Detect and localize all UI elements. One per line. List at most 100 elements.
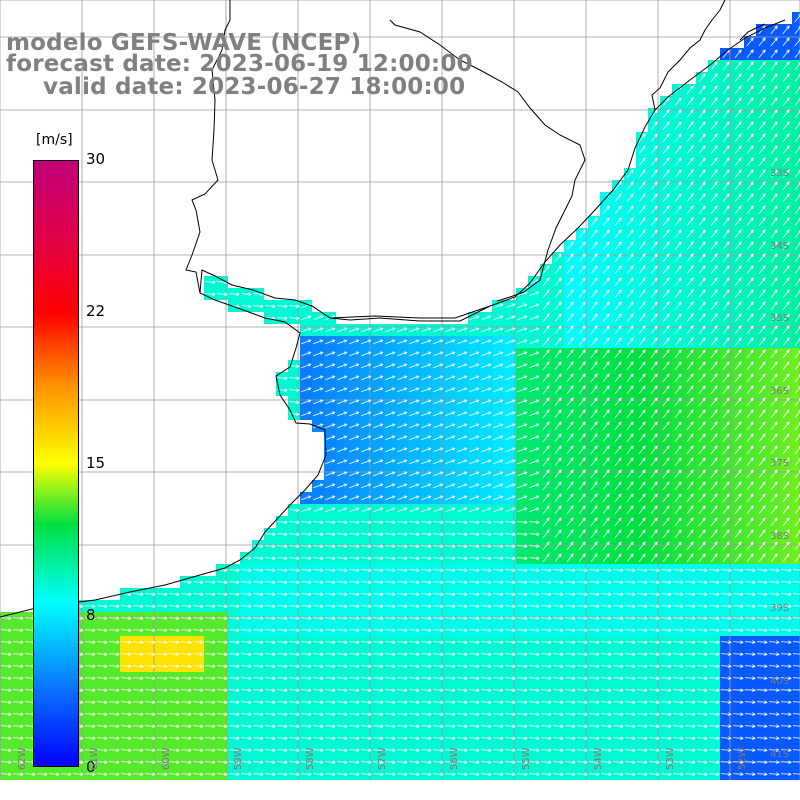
wind-arrow	[770, 241, 778, 251]
wind-arrow	[650, 265, 658, 275]
wind-arrow	[542, 277, 550, 287]
colorbar-tick-15: 15	[86, 454, 106, 472]
wind-arrow	[674, 193, 682, 203]
speed-cell	[792, 276, 800, 288]
wind-arrow	[734, 241, 742, 251]
wind-arrow	[578, 289, 586, 299]
wind-arrow	[770, 145, 778, 155]
wind-arrow	[662, 193, 670, 203]
speed-cell	[792, 108, 800, 120]
speed-cell	[792, 12, 800, 24]
wind-arrow	[505, 303, 516, 309]
wind-arrow	[782, 97, 790, 107]
wind-arrow	[734, 97, 742, 107]
wind-arrow	[590, 217, 598, 227]
wind-arrow	[590, 253, 598, 263]
wind-arrow	[650, 193, 658, 203]
wind-arrow	[770, 205, 778, 215]
wind-arrow	[602, 229, 610, 239]
wind-arrow	[626, 193, 634, 203]
wind-arrow	[590, 241, 598, 251]
wind-arrow	[662, 157, 670, 167]
wind-arrow	[794, 86, 800, 95]
wind-arrow	[794, 278, 800, 287]
wind-arrow	[758, 229, 766, 239]
wind-arrow	[686, 253, 694, 263]
wind-arrow	[650, 289, 658, 299]
lon-label: 55W	[521, 747, 532, 770]
wind-arrow	[782, 37, 790, 47]
wind-arrow	[638, 229, 646, 239]
speed-cell	[792, 204, 800, 216]
wind-arrow	[698, 121, 706, 131]
wind-arrow	[734, 145, 742, 155]
wind-arrow	[626, 253, 634, 263]
wind-arrow	[602, 301, 610, 311]
wind-arrow	[758, 133, 766, 143]
wind-arrow	[722, 133, 730, 143]
wind-arrow	[770, 25, 778, 35]
wind-arrow	[710, 85, 718, 95]
speed-cell	[792, 264, 800, 276]
wind-arrow	[686, 169, 694, 179]
wind-arrow	[794, 122, 800, 131]
wind-arrow	[662, 133, 670, 143]
wind-arrow	[698, 157, 706, 167]
wind-arrow	[662, 217, 670, 227]
wind-arrow	[698, 169, 706, 179]
wind-arrow	[794, 194, 800, 203]
wind-arrow	[216, 292, 228, 296]
wind-arrow	[710, 241, 718, 251]
wind-arrow	[626, 205, 634, 215]
wind-arrow	[722, 181, 730, 191]
wind-arrow	[650, 181, 658, 191]
speed-cell	[792, 216, 800, 228]
wind-arrow	[722, 301, 730, 311]
wind-arrow	[614, 277, 622, 287]
wind-arrow	[746, 229, 754, 239]
wind-arrow	[566, 277, 574, 287]
wind-arrow	[686, 217, 694, 227]
wind-arrow	[734, 85, 742, 95]
wind-arrow	[590, 313, 598, 323]
wind-arrow	[782, 193, 790, 203]
wind-arrow	[662, 121, 670, 131]
wind-arrow	[698, 97, 706, 107]
wind-arrow	[252, 304, 264, 308]
wind-arrow	[758, 73, 766, 83]
wind-arrow	[614, 289, 622, 299]
wind-arrow	[542, 301, 550, 311]
wind-arrow	[782, 277, 790, 287]
wind-arrow	[529, 291, 540, 297]
wind-arrow	[734, 265, 742, 275]
wind-arrow	[578, 265, 586, 275]
colorbar-tick-8: 8	[86, 606, 96, 624]
wind-arrow	[698, 85, 706, 95]
wind-arrow	[674, 121, 682, 131]
wind-arrow	[758, 301, 766, 311]
wind-arrow	[710, 145, 718, 155]
wind-arrow	[674, 253, 682, 263]
wind-arrow	[770, 61, 778, 71]
speed-cell	[792, 492, 800, 504]
speed-cell	[792, 360, 800, 372]
wind-arrow	[517, 303, 528, 309]
wind-arrow	[782, 49, 790, 59]
wind-arrow	[313, 315, 324, 321]
wind-arrow	[734, 73, 742, 83]
wind-arrow	[710, 277, 718, 287]
wind-arrow	[638, 157, 646, 167]
wind-arrow	[746, 301, 754, 311]
wind-arrow	[517, 315, 528, 321]
wind-arrow	[674, 97, 682, 107]
wind-arrow	[566, 253, 574, 263]
wind-arrow	[794, 14, 800, 23]
wind-arrow	[529, 303, 540, 309]
wind-arrow	[734, 205, 742, 215]
wind-arrow	[770, 229, 778, 239]
wind-arrow	[698, 133, 706, 143]
colorbar-unit-label: [m/s]	[36, 132, 73, 148]
lon-label: 54W	[593, 747, 604, 770]
wind-arrow	[734, 133, 742, 143]
speed-cell	[792, 432, 800, 444]
